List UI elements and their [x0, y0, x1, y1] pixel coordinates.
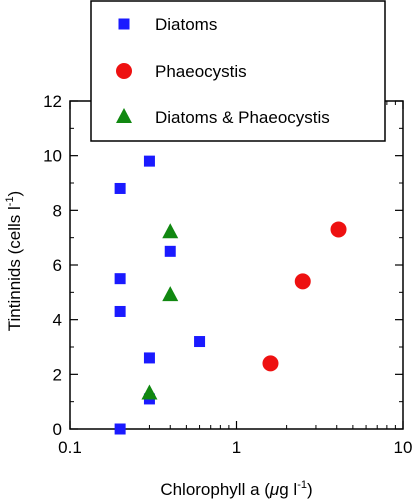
legend-label: Phaeocystis — [155, 62, 247, 81]
legend-label: Diatoms & Phaeocystis — [155, 108, 330, 127]
y-tick-label: 0 — [53, 420, 62, 439]
circle-data-point — [262, 355, 279, 372]
y-axis-title-close: ) — [5, 191, 24, 197]
legend-triangle-marker — [116, 108, 132, 123]
legend: Diatoms Phaeocystis Diatoms & Phaeocystis — [90, 0, 386, 142]
legend-circle-marker — [116, 63, 132, 79]
x-tick-label: 0.1 — [58, 438, 82, 457]
legend-square-marker — [118, 18, 130, 30]
y-tick-label: 6 — [53, 256, 62, 275]
square-data-point — [114, 423, 126, 435]
y-axis-ticks: 0 2 4 6 8 10 12 — [43, 92, 403, 439]
x-tick-label: 10 — [394, 438, 413, 457]
data-points — [114, 155, 347, 435]
y-tick-label: 4 — [53, 311, 62, 330]
x-tick-label: 1 — [232, 438, 241, 457]
y-tick-label: 2 — [53, 365, 62, 384]
x-axis-title: Chlorophyll a (μg l-1) — [160, 479, 312, 499]
y-tick-label: 10 — [43, 147, 62, 166]
x-axis-title-unit: g l — [279, 480, 297, 499]
triangle-data-point — [162, 223, 179, 239]
legend-items: Diatoms Phaeocystis Diatoms & Phaeocystis — [116, 15, 330, 127]
x-axis-title-close: ) — [307, 480, 313, 499]
x-axis-title-main: Chlorophyll a ( — [160, 480, 270, 499]
square-data-point — [114, 182, 126, 194]
triangle-data-point — [162, 286, 179, 302]
square-data-point — [143, 155, 155, 167]
y-axis-title-exponent: -1 — [4, 196, 16, 206]
x-axis-title-exponent: -1 — [297, 479, 307, 491]
triangle-data-point — [141, 384, 158, 400]
y-tick-label: 8 — [53, 201, 62, 220]
square-data-point — [114, 273, 126, 285]
square-data-point — [194, 336, 206, 348]
circle-data-point — [330, 221, 347, 238]
legend-label: Diatoms — [155, 15, 217, 34]
x-axis-ticks: 0.1 1 10 — [58, 101, 412, 457]
y-axis-title-main: Tintinnids (cells l — [5, 206, 24, 331]
x-axis-title-mu: μ — [269, 480, 280, 499]
y-axis-title: Tintinnids (cells l-1) — [4, 191, 24, 331]
circle-data-point — [294, 273, 311, 290]
plot-frame — [69, 100, 404, 430]
square-data-point — [114, 305, 126, 317]
legend-box — [90, 0, 386, 142]
square-data-point — [164, 245, 176, 257]
y-tick-label: 12 — [43, 92, 62, 111]
square-data-point — [143, 352, 155, 364]
